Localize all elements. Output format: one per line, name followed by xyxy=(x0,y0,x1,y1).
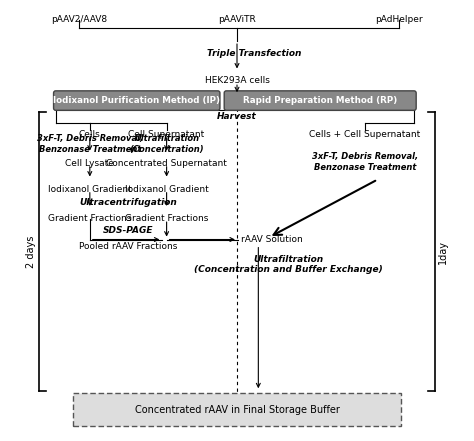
Text: Cell Lysate: Cell Lysate xyxy=(65,159,114,168)
Text: Gradient Fractions: Gradient Fractions xyxy=(48,214,131,223)
Text: Ultrafiltration
(Concentration and Buffer Exchange): Ultrafiltration (Concentration and Buffe… xyxy=(194,255,383,274)
Text: Concentrated Supernatant: Concentrated Supernatant xyxy=(106,159,227,168)
Text: Cells + Cell Supernatant: Cells + Cell Supernatant xyxy=(310,130,420,139)
Text: SDS-PAGE: SDS-PAGE xyxy=(103,226,154,235)
FancyBboxPatch shape xyxy=(54,91,220,110)
Text: 3xF-T, Debris Removal,
Benzonase Treatment: 3xF-T, Debris Removal, Benzonase Treatme… xyxy=(312,153,418,172)
Text: Ultrafiltration
(Concentration): Ultrafiltration (Concentration) xyxy=(129,135,204,154)
Text: 3xF-T, Debris Removal,
Benzonase Treatment: 3xF-T, Debris Removal, Benzonase Treatme… xyxy=(37,135,143,154)
Text: 1day: 1day xyxy=(438,240,447,264)
Text: Ultracentrifugation: Ultracentrifugation xyxy=(79,198,177,206)
Text: Cells: Cells xyxy=(79,130,100,139)
Text: Harvest: Harvest xyxy=(217,112,257,120)
Text: Gradient Fractions: Gradient Fractions xyxy=(125,214,208,223)
Text: Pooled rAAV Fractions: Pooled rAAV Fractions xyxy=(79,242,177,251)
Text: HEK293A cells: HEK293A cells xyxy=(205,76,269,85)
Text: Cell Supernatant: Cell Supernatant xyxy=(128,130,205,139)
FancyBboxPatch shape xyxy=(73,393,401,426)
Text: pAAViTR: pAAViTR xyxy=(218,15,256,24)
Text: Iodixanol Gradient: Iodixanol Gradient xyxy=(48,185,132,194)
FancyBboxPatch shape xyxy=(224,91,416,110)
Text: 2 days: 2 days xyxy=(27,235,36,268)
Text: pAdHelper: pAdHelper xyxy=(375,15,423,24)
Text: Rapid Preparation Method (RP): Rapid Preparation Method (RP) xyxy=(243,96,397,105)
Text: pAAV2/AAV8: pAAV2/AAV8 xyxy=(51,15,107,24)
Text: Triple Transfection: Triple Transfection xyxy=(207,49,301,57)
Text: rAAV Solution: rAAV Solution xyxy=(241,235,303,244)
Text: Iodixanol Gradient: Iodixanol Gradient xyxy=(125,185,209,194)
Text: Iodixanol Purification Method (IP): Iodixanol Purification Method (IP) xyxy=(53,96,220,105)
Text: Concentrated rAAV in Final Storage Buffer: Concentrated rAAV in Final Storage Buffe… xyxy=(135,404,339,415)
